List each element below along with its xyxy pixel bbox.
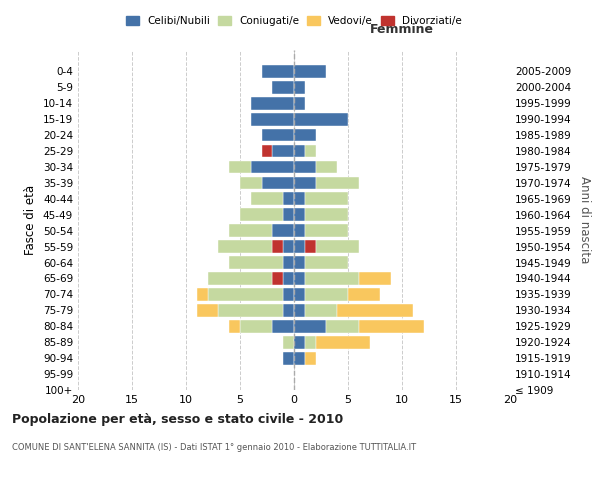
Bar bbox=[262, 65, 294, 78]
Bar bbox=[272, 224, 294, 237]
Bar bbox=[305, 336, 316, 348]
Bar bbox=[294, 320, 326, 332]
Bar bbox=[262, 176, 294, 190]
Bar bbox=[305, 256, 348, 269]
Bar bbox=[229, 320, 240, 332]
Bar bbox=[294, 272, 305, 285]
Bar bbox=[305, 352, 316, 364]
Bar bbox=[283, 208, 294, 221]
Bar bbox=[208, 272, 272, 285]
Bar bbox=[272, 240, 283, 253]
Bar bbox=[272, 144, 294, 158]
Bar bbox=[294, 97, 305, 110]
Bar bbox=[294, 240, 305, 253]
Bar bbox=[305, 304, 337, 316]
Bar bbox=[316, 176, 359, 190]
Text: Popolazione per età, sesso e stato civile - 2010: Popolazione per età, sesso e stato civil… bbox=[12, 412, 343, 426]
Y-axis label: Anni di nascita: Anni di nascita bbox=[578, 176, 591, 264]
Bar bbox=[283, 192, 294, 205]
Bar bbox=[283, 352, 294, 364]
Bar bbox=[251, 160, 294, 173]
Bar bbox=[208, 288, 283, 301]
Bar bbox=[218, 304, 283, 316]
Bar bbox=[283, 288, 294, 301]
Bar bbox=[251, 192, 283, 205]
Bar bbox=[359, 320, 424, 332]
Bar bbox=[251, 113, 294, 126]
Bar bbox=[272, 320, 294, 332]
Bar bbox=[283, 240, 294, 253]
Bar bbox=[305, 208, 348, 221]
Bar bbox=[229, 160, 251, 173]
Bar bbox=[337, 304, 413, 316]
Bar bbox=[294, 352, 305, 364]
Y-axis label: Fasce di età: Fasce di età bbox=[25, 185, 37, 255]
Bar bbox=[262, 144, 272, 158]
Bar bbox=[305, 272, 359, 285]
Bar bbox=[240, 320, 272, 332]
Bar bbox=[305, 224, 348, 237]
Bar bbox=[294, 208, 305, 221]
Bar bbox=[305, 144, 316, 158]
Bar bbox=[294, 113, 348, 126]
Bar bbox=[316, 240, 359, 253]
Bar bbox=[197, 304, 218, 316]
Bar bbox=[240, 208, 283, 221]
Bar bbox=[305, 240, 316, 253]
Bar bbox=[272, 272, 283, 285]
Bar bbox=[294, 224, 305, 237]
Bar bbox=[348, 288, 380, 301]
Bar bbox=[229, 256, 283, 269]
Bar bbox=[283, 256, 294, 269]
Bar bbox=[305, 192, 348, 205]
Bar bbox=[316, 160, 337, 173]
Bar bbox=[197, 288, 208, 301]
Bar bbox=[359, 272, 391, 285]
Bar bbox=[240, 176, 262, 190]
Text: COMUNE DI SANT'ELENA SANNITA (IS) - Dati ISTAT 1° gennaio 2010 - Elaborazione TU: COMUNE DI SANT'ELENA SANNITA (IS) - Dati… bbox=[12, 442, 416, 452]
Bar bbox=[294, 65, 326, 78]
Text: Femmine: Femmine bbox=[370, 24, 434, 36]
Bar bbox=[294, 288, 305, 301]
Bar bbox=[283, 272, 294, 285]
Bar bbox=[272, 81, 294, 94]
Bar bbox=[294, 192, 305, 205]
Bar bbox=[262, 128, 294, 141]
Bar bbox=[294, 128, 316, 141]
Bar bbox=[326, 320, 359, 332]
Bar bbox=[251, 97, 294, 110]
Legend: Celibi/Nubili, Coniugati/e, Vedovi/e, Divorziati/e: Celibi/Nubili, Coniugati/e, Vedovi/e, Di… bbox=[123, 12, 465, 29]
Bar bbox=[229, 224, 272, 237]
Bar bbox=[294, 304, 305, 316]
Bar bbox=[283, 336, 294, 348]
Bar bbox=[294, 144, 305, 158]
Bar bbox=[305, 288, 348, 301]
Bar bbox=[316, 336, 370, 348]
Bar bbox=[283, 304, 294, 316]
Bar bbox=[294, 176, 316, 190]
Bar bbox=[294, 160, 316, 173]
Bar bbox=[294, 256, 305, 269]
Bar bbox=[294, 336, 305, 348]
Bar bbox=[294, 81, 305, 94]
Bar bbox=[218, 240, 272, 253]
